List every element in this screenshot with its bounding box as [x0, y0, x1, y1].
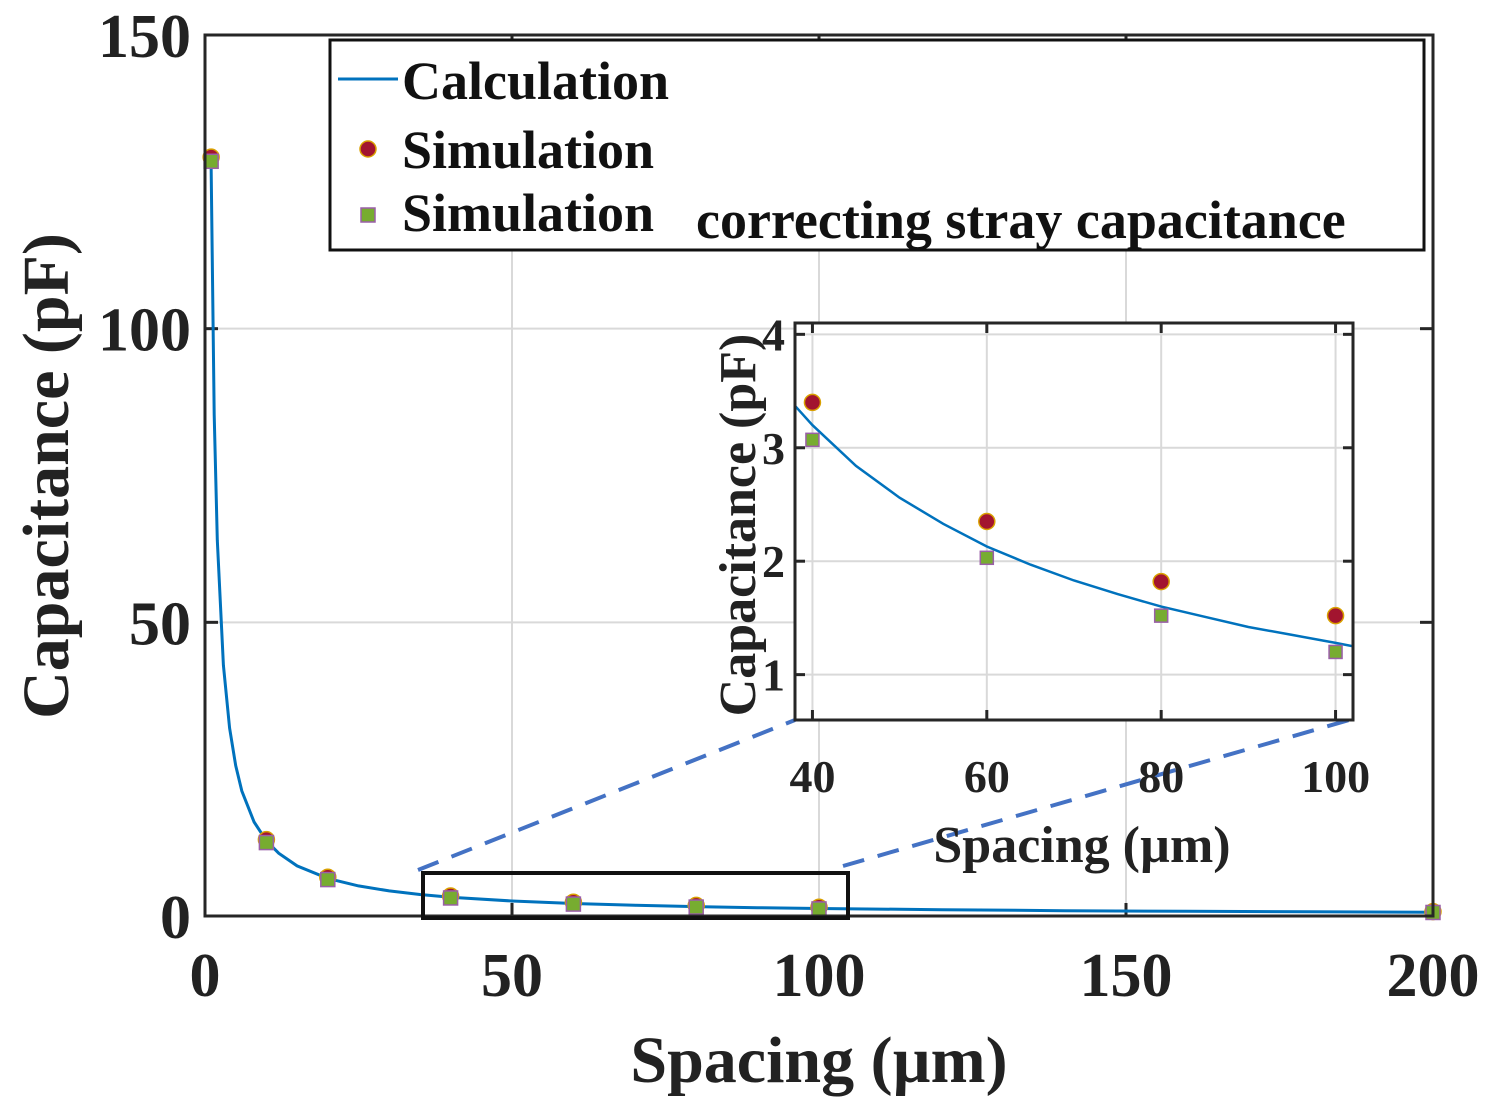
inset-simulation-point	[803, 393, 822, 412]
inset-series-line	[795, 404, 1353, 648]
inset-x-tick-label: 40	[789, 751, 835, 802]
inset-simulation-point	[1152, 572, 1170, 591]
main-x-tick-label: 0	[190, 942, 221, 1010]
legend-item-simulation-corrected: Simulation correcting stray capacitance	[360, 183, 1346, 250]
zoom-region-box	[421, 871, 850, 920]
inset-y-tick-label: 2	[762, 536, 785, 587]
main-calculation-line	[209, 164, 1433, 914]
inset-calculation-line	[795, 404, 1353, 648]
main-x-tick-label: 150	[1080, 942, 1173, 1010]
inset-ticks: 40 60 80 100 1 2 3 4	[762, 309, 1370, 802]
legend-item-calculation: Calculation	[338, 51, 669, 111]
main-x-tick-label: 200	[1387, 942, 1480, 1010]
zoom-connector-right	[842, 716, 1357, 868]
main-simulation-corrected-point	[442, 890, 459, 906]
inset-grid	[795, 323, 1353, 720]
main-x-axis-label: Spacing (µm)	[630, 1024, 1007, 1097]
legend-box	[328, 38, 1426, 252]
main-series-line	[209, 164, 1433, 914]
inset-x-tick-label: 60	[964, 751, 1010, 802]
inset-simulation-corrected-point	[805, 432, 820, 448]
main-simulation-corrected-point	[688, 899, 704, 915]
inset-simulation-corrected-point	[1328, 644, 1343, 660]
legend-label-simulation-corrected-part2: correcting stray capacitance	[696, 190, 1346, 250]
legend: Calculation Simulation Simulation correc…	[328, 38, 1426, 252]
main-y-axis-label: Capacitance (pF)	[10, 233, 83, 719]
inset-y-tick-label: 1	[762, 650, 785, 701]
inset-simulation-corrected-point	[979, 550, 995, 566]
legend-label-simulation-corrected-part1: Simulation	[402, 183, 654, 243]
inset-y-tick-label: 4	[762, 309, 785, 360]
inset-simulation-corrected-point	[1153, 608, 1169, 623]
inset-simulation-point	[1326, 606, 1345, 625]
main-x-tick-label: 100	[773, 942, 866, 1010]
inset-series	[795, 393, 1353, 660]
main-simulation-corrected-point	[811, 901, 827, 917]
main-x-tick-label: 50	[481, 942, 543, 1010]
inset-simulation-point	[978, 512, 996, 531]
inset-chart: 40 60 80 100 1 2 3 4 Spacing (µm) Capacitance (…	[710, 309, 1370, 874]
legend-square-swatch	[360, 207, 376, 223]
legend-circle-swatch	[359, 140, 377, 158]
inset-plot-frame	[793, 321, 1355, 722]
inset-y-axis-label: Capacitance (pF)	[710, 334, 767, 717]
inset-background	[795, 323, 1353, 720]
main-y-tick-label: 0	[160, 884, 191, 952]
legend-label-simulation: Simulation	[402, 120, 654, 180]
inset-y-tick-label: 3	[762, 423, 785, 474]
inset-markers-marker-circle	[803, 393, 1345, 625]
inset-markers-marker-square	[805, 432, 1343, 660]
main-simulation-corrected-point	[320, 871, 336, 888]
main-y-tick-label: 150	[98, 3, 191, 71]
inset-x-tick-label: 80	[1138, 751, 1184, 802]
main-y-tick-label: 50	[129, 590, 191, 658]
zoom-connector-left	[417, 718, 796, 872]
main-simulation-corrected-point	[565, 896, 582, 912]
main-simulation-corrected-point	[258, 834, 275, 851]
inset-x-axis-label: Spacing (µm)	[933, 817, 1230, 874]
legend-item-simulation: Simulation	[359, 120, 654, 180]
zoom-indicator	[417, 716, 1357, 920]
inset-x-tick-label: 100	[1301, 751, 1370, 802]
legend-label-calculation: Calculation	[402, 51, 669, 111]
main-y-tick-label: 100	[98, 297, 191, 365]
